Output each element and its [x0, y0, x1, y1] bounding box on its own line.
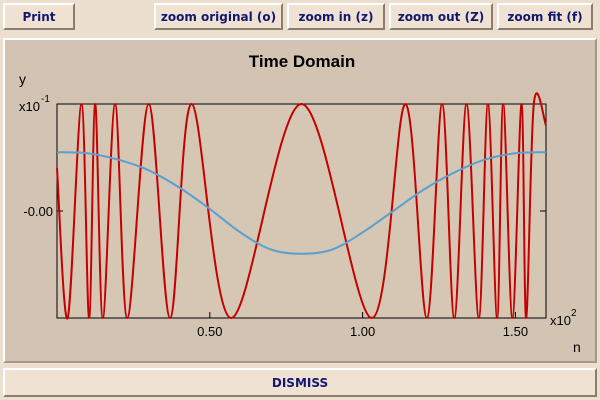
x-tick-label: 0.50 — [197, 324, 222, 339]
dismiss-button[interactable]: DISMISS — [3, 368, 597, 397]
y-tick-label: -0.00 — [23, 204, 53, 219]
x-exponent-base: x10 — [550, 313, 571, 328]
zoom-fit-button[interactable]: zoom fit (f) — [497, 3, 593, 30]
chart-title: Time Domain — [249, 52, 355, 71]
x-tick-label: 1.00 — [350, 324, 375, 339]
plot-panel: Time Domain y x10 -1 x10 2 n 0.50 1.00 1.5… — [3, 38, 597, 363]
print-button[interactable]: Print — [3, 3, 75, 30]
x-tick-label: 1.50 — [503, 324, 528, 339]
y-exponent-base: x10 — [19, 99, 40, 114]
zoom-original-button[interactable]: zoom original (o) — [154, 3, 283, 30]
zoom-out-button[interactable]: zoom out (Z) — [389, 3, 493, 30]
y-exponent-power: -1 — [41, 94, 50, 105]
x-exponent-power: 2 — [571, 308, 577, 319]
zoom-in-button[interactable]: zoom in (z) — [287, 3, 385, 30]
y-axis-label: y — [19, 71, 26, 87]
x-axis-label: n — [573, 339, 581, 355]
time-domain-chart[interactable]: Time Domain y x10 -1 x10 2 n 0.50 1.00 1.5… — [5, 40, 595, 361]
